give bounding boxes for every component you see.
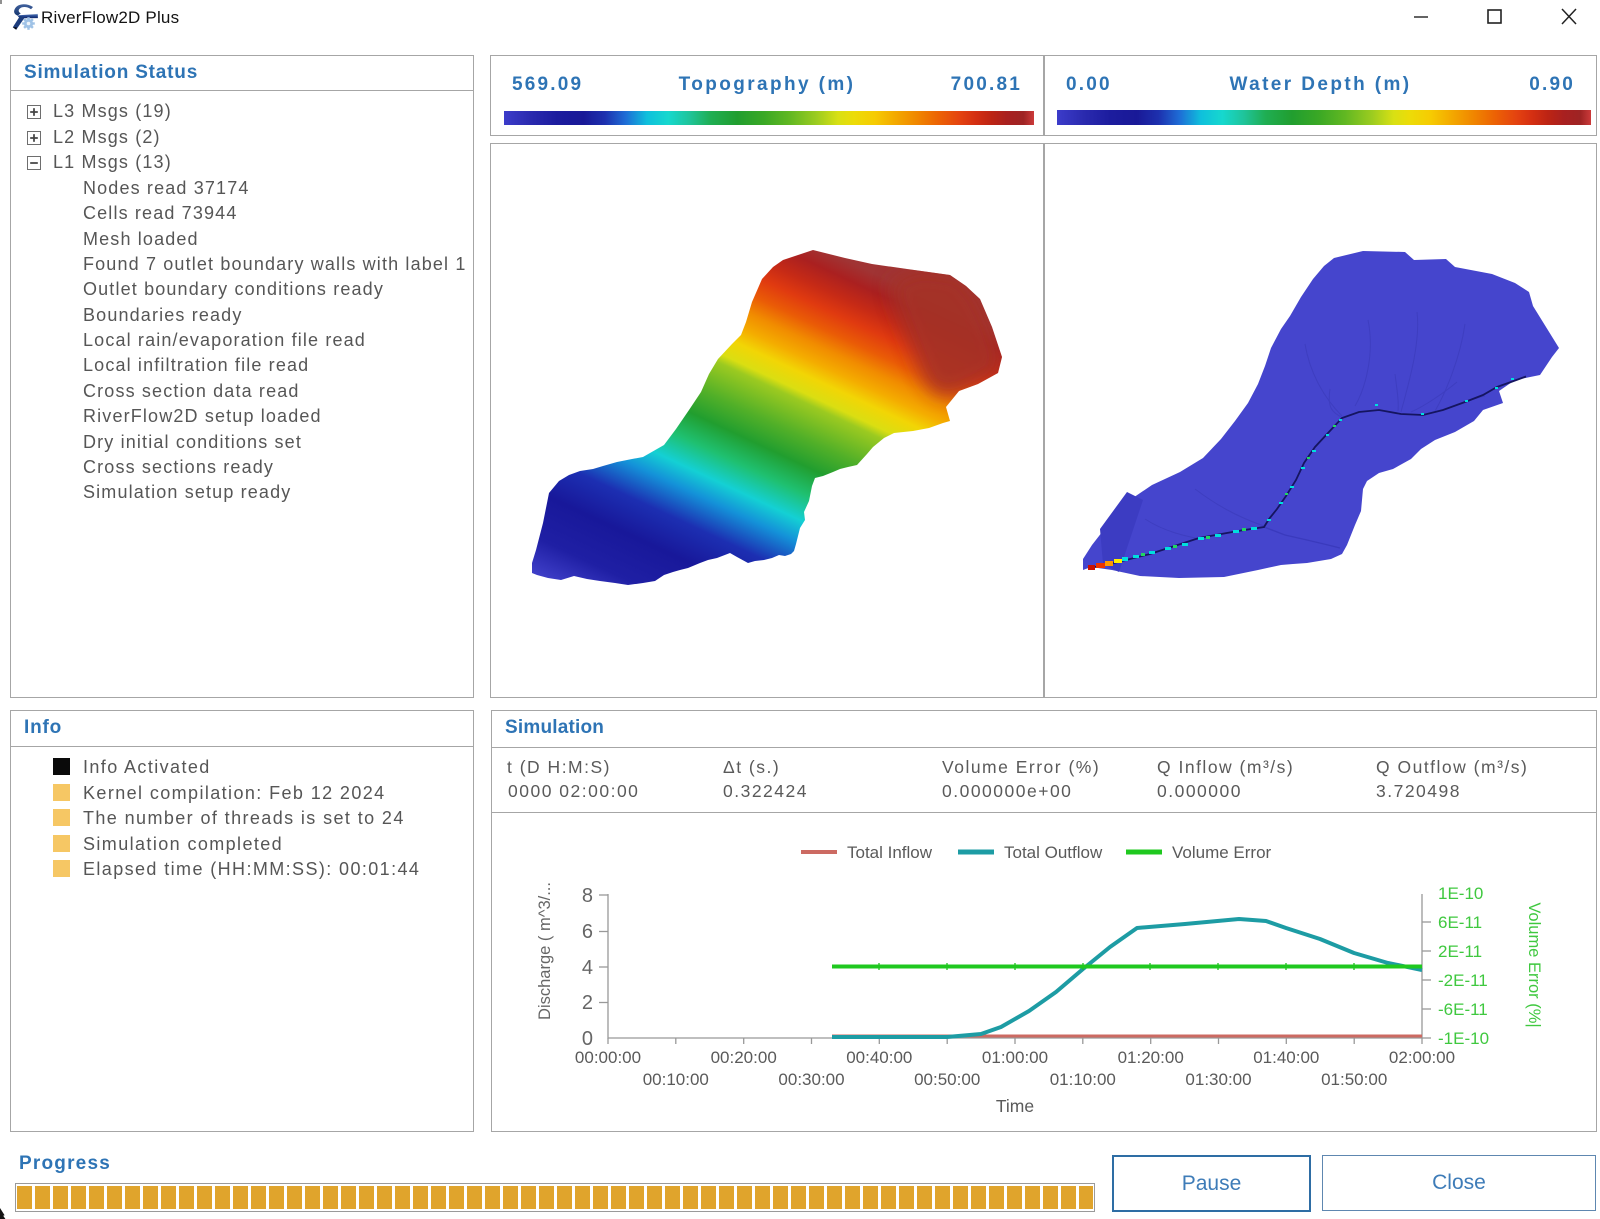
svg-text:0: 0: [582, 1028, 593, 1050]
svg-text:-2E-11: -2E-11: [1438, 971, 1488, 990]
svg-text:01:20:00: 01:20:00: [1118, 1048, 1184, 1067]
svg-text:00:50:00: 00:50:00: [914, 1070, 980, 1089]
svg-text:02:00:00: 02:00:00: [1389, 1048, 1455, 1067]
svg-text:01:50:00: 01:50:00: [1321, 1070, 1387, 1089]
svg-text:6: 6: [582, 921, 593, 943]
svg-text:2: 2: [582, 992, 593, 1014]
svg-text:Volume Error: Volume Error: [1172, 843, 1272, 862]
svg-text:4: 4: [582, 957, 593, 979]
svg-text:-6E-11: -6E-11: [1438, 1000, 1488, 1019]
svg-text:00:20:00: 00:20:00: [711, 1048, 777, 1067]
svg-text:2E-11: 2E-11: [1438, 942, 1482, 961]
svg-text:Total Outflow: Total Outflow: [1004, 843, 1103, 862]
svg-text:00:30:00: 00:30:00: [778, 1070, 844, 1089]
svg-text:01:00:00: 01:00:00: [982, 1048, 1048, 1067]
svg-text:Time: Time: [996, 1096, 1034, 1116]
svg-text:00:40:00: 00:40:00: [846, 1048, 912, 1067]
svg-text:00:10:00: 00:10:00: [643, 1070, 709, 1089]
svg-text:01:10:00: 01:10:00: [1050, 1070, 1116, 1089]
svg-text:00:00:00: 00:00:00: [575, 1048, 641, 1067]
svg-text:1E-10: 1E-10: [1438, 884, 1483, 903]
svg-text:Discharge ( m^3/...: Discharge ( m^3/...: [536, 882, 554, 1020]
svg-text:Total Inflow: Total Inflow: [847, 843, 933, 862]
svg-text:-1E-10: -1E-10: [1438, 1029, 1489, 1048]
svg-text:8: 8: [582, 885, 593, 907]
svg-text:6E-11: 6E-11: [1438, 913, 1482, 932]
svg-text:Volume Error (%|: Volume Error (%|: [1525, 902, 1543, 1027]
svg-text:01:40:00: 01:40:00: [1253, 1048, 1319, 1067]
svg-text:01:30:00: 01:30:00: [1185, 1070, 1251, 1089]
